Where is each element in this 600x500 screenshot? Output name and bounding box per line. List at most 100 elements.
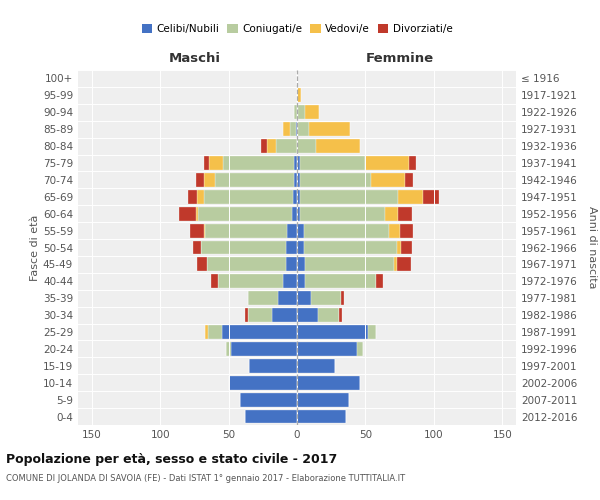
Bar xyxy=(292,207,297,220)
Bar xyxy=(277,139,297,153)
Bar xyxy=(196,207,199,220)
Bar xyxy=(400,224,413,237)
Bar xyxy=(376,274,383,288)
Bar xyxy=(368,325,376,339)
Text: Popolazione per età, sesso e stato civile - 2017: Popolazione per età, sesso e stato civil… xyxy=(6,452,337,466)
Bar xyxy=(293,190,297,203)
Bar xyxy=(208,325,222,339)
Bar xyxy=(278,292,297,305)
Bar xyxy=(317,308,340,322)
Bar xyxy=(294,106,297,119)
Bar xyxy=(297,308,317,322)
Bar xyxy=(310,122,350,136)
Bar xyxy=(197,190,204,203)
Bar xyxy=(304,240,397,254)
Bar xyxy=(300,190,398,203)
Bar xyxy=(197,258,206,272)
Bar xyxy=(204,224,205,237)
Bar xyxy=(297,122,298,136)
Bar xyxy=(294,173,297,187)
Bar xyxy=(179,207,196,220)
Bar xyxy=(394,258,397,272)
Bar xyxy=(297,258,305,272)
Bar xyxy=(371,173,405,187)
Bar xyxy=(211,274,218,288)
Bar xyxy=(311,292,341,305)
Bar xyxy=(409,156,416,170)
Bar xyxy=(385,207,398,220)
Bar xyxy=(297,342,357,356)
Bar xyxy=(297,156,300,170)
Bar xyxy=(294,156,297,170)
Bar xyxy=(290,122,296,136)
Bar xyxy=(229,376,297,390)
Bar xyxy=(223,156,294,170)
Bar xyxy=(297,139,316,153)
Bar xyxy=(205,224,287,237)
Bar xyxy=(341,292,344,305)
Bar xyxy=(297,190,300,203)
Bar xyxy=(262,139,267,153)
Text: Maschi: Maschi xyxy=(169,52,220,65)
Bar xyxy=(232,342,297,356)
Text: COMUNE DI JOLANDA DI SAVOIA (FE) - Dati ISTAT 1° gennaio 2017 - Elaborazione TUT: COMUNE DI JOLANDA DI SAVOIA (FE) - Dati … xyxy=(6,474,405,483)
Bar xyxy=(389,224,400,237)
Bar xyxy=(297,274,305,288)
Bar xyxy=(401,240,412,254)
Bar xyxy=(297,376,360,390)
Bar xyxy=(226,342,232,356)
Bar xyxy=(209,156,223,170)
Bar xyxy=(297,224,304,237)
Bar xyxy=(245,308,248,322)
Bar xyxy=(340,308,342,322)
Bar xyxy=(298,122,310,136)
Bar xyxy=(297,88,301,102)
Bar xyxy=(199,207,292,220)
Bar xyxy=(201,240,286,254)
Bar xyxy=(267,139,277,153)
Bar xyxy=(297,173,300,187)
Bar xyxy=(283,274,297,288)
Bar xyxy=(423,190,439,203)
Bar xyxy=(365,156,409,170)
Bar xyxy=(297,410,346,424)
Bar xyxy=(248,292,278,305)
Bar xyxy=(300,207,385,220)
Bar xyxy=(298,106,305,119)
Bar xyxy=(283,122,290,136)
Bar xyxy=(297,292,311,305)
Bar xyxy=(397,258,410,272)
Bar xyxy=(398,190,423,203)
Bar xyxy=(222,325,297,339)
Text: Femmine: Femmine xyxy=(365,52,434,65)
Bar xyxy=(297,240,304,254)
Bar xyxy=(190,224,204,237)
Bar xyxy=(215,173,294,187)
Y-axis label: Fasce di età: Fasce di età xyxy=(30,214,40,280)
Bar xyxy=(300,156,365,170)
Bar xyxy=(249,359,297,373)
Bar xyxy=(297,359,335,373)
Bar xyxy=(296,122,297,136)
Legend: Celibi/Nubili, Coniugati/e, Vedovi/e, Divorziati/e: Celibi/Nubili, Coniugati/e, Vedovi/e, Di… xyxy=(140,22,454,36)
Bar xyxy=(297,207,300,220)
Bar xyxy=(206,258,286,272)
Bar xyxy=(304,224,389,237)
Y-axis label: Anni di nascita: Anni di nascita xyxy=(587,206,597,289)
Bar xyxy=(397,240,401,254)
Bar xyxy=(196,173,204,187)
Bar xyxy=(272,308,297,322)
Bar xyxy=(239,392,297,406)
Bar xyxy=(204,173,215,187)
Bar xyxy=(305,258,394,272)
Bar xyxy=(248,308,272,322)
Bar xyxy=(300,173,371,187)
Bar xyxy=(245,410,297,424)
Bar xyxy=(218,274,283,288)
Bar xyxy=(205,325,208,339)
Bar xyxy=(187,190,197,203)
Bar xyxy=(305,274,376,288)
Bar xyxy=(204,190,293,203)
Bar xyxy=(398,207,412,220)
Bar xyxy=(193,240,201,254)
